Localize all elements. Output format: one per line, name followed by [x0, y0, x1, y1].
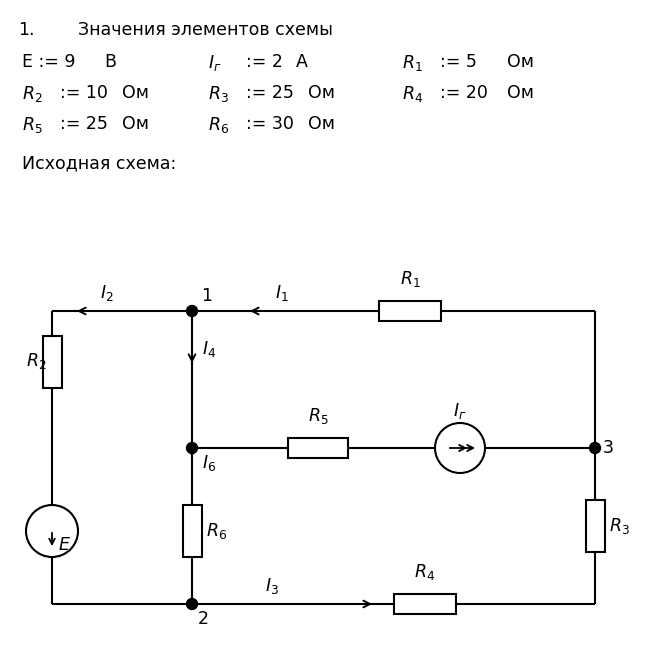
- Text: В: В: [104, 53, 116, 71]
- Text: := 10: := 10: [60, 84, 108, 102]
- Text: $R_1$: $R_1$: [400, 269, 421, 289]
- Circle shape: [187, 599, 198, 609]
- Text: $I_4$: $I_4$: [202, 339, 216, 359]
- Text: $E$: $E$: [58, 536, 71, 554]
- Text: 2: 2: [198, 610, 209, 628]
- Text: Ом: Ом: [507, 84, 534, 102]
- Text: $R_2$: $R_2$: [22, 84, 43, 104]
- FancyBboxPatch shape: [394, 594, 456, 614]
- Text: Исходная схема:: Исходная схема:: [22, 154, 176, 172]
- FancyBboxPatch shape: [43, 336, 61, 388]
- Text: Ом: Ом: [507, 53, 534, 71]
- Text: Ом: Ом: [308, 84, 335, 102]
- Text: А: А: [296, 53, 308, 71]
- FancyBboxPatch shape: [288, 438, 348, 458]
- Text: := 5: := 5: [440, 53, 477, 71]
- Text: $I_г$: $I_г$: [453, 401, 467, 421]
- Text: 1: 1: [201, 287, 212, 305]
- Text: E := 9: E := 9: [22, 53, 76, 71]
- Text: := 2: := 2: [246, 53, 283, 71]
- Circle shape: [590, 442, 601, 454]
- Text: $R_6$: $R_6$: [208, 115, 229, 135]
- Circle shape: [187, 442, 198, 454]
- Text: Значения элементов схемы: Значения элементов схемы: [78, 21, 333, 39]
- Text: 3: 3: [603, 439, 614, 457]
- Text: := 25: := 25: [246, 84, 294, 102]
- Text: := 25: := 25: [60, 115, 108, 133]
- Text: $R_6$: $R_6$: [206, 521, 227, 541]
- Text: $R_5$: $R_5$: [307, 406, 328, 426]
- Text: := 20: := 20: [440, 84, 488, 102]
- Text: $R_3$: $R_3$: [609, 516, 630, 536]
- Text: $R_4$: $R_4$: [402, 84, 423, 104]
- Text: $R_4$: $R_4$: [415, 562, 435, 582]
- Text: $I_г$: $I_г$: [208, 53, 222, 73]
- Circle shape: [435, 423, 485, 473]
- Text: $I_3$: $I_3$: [265, 576, 279, 596]
- Text: $I_6$: $I_6$: [202, 453, 216, 473]
- Text: $R_3$: $R_3$: [208, 84, 229, 104]
- Text: 1.: 1.: [18, 21, 34, 39]
- Text: $R_1$: $R_1$: [402, 53, 422, 73]
- Circle shape: [187, 306, 198, 316]
- Text: Ом: Ом: [122, 84, 149, 102]
- Text: := 30: := 30: [246, 115, 294, 133]
- FancyBboxPatch shape: [183, 505, 202, 557]
- Text: Ом: Ом: [308, 115, 335, 133]
- Text: Ом: Ом: [122, 115, 149, 133]
- FancyBboxPatch shape: [585, 500, 605, 552]
- Text: $I_1$: $I_1$: [275, 283, 289, 303]
- Circle shape: [26, 505, 78, 557]
- Text: $R_2$: $R_2$: [26, 352, 47, 372]
- Text: $I_2$: $I_2$: [100, 283, 114, 303]
- FancyBboxPatch shape: [379, 301, 441, 321]
- Text: $R_5$: $R_5$: [22, 115, 43, 135]
